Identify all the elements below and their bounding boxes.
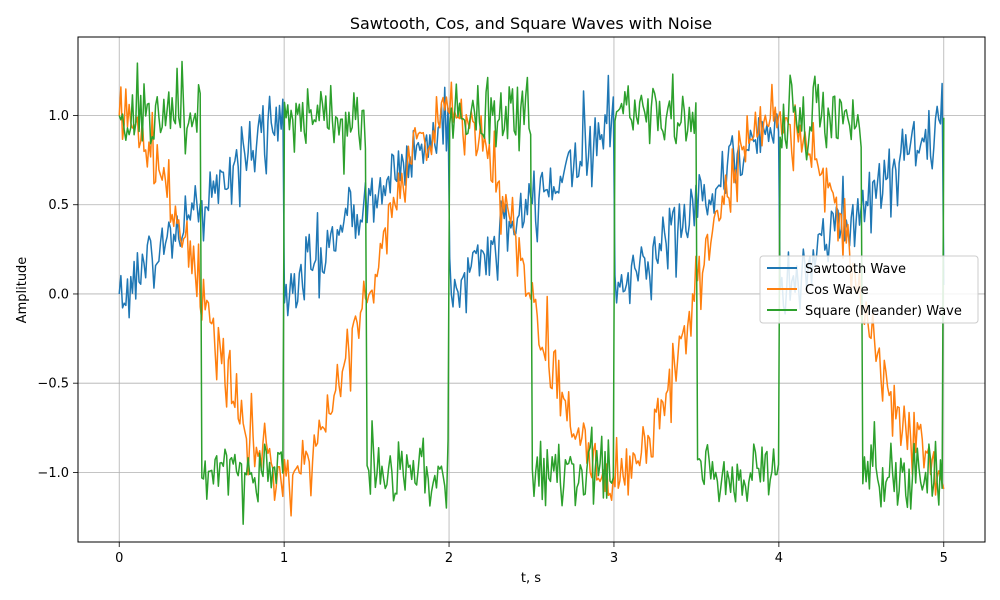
x-tick-label: 5 <box>940 551 948 566</box>
y-axis: −1.0 −0.5 0.0 0.5 1.0 <box>37 109 78 481</box>
x-tick-label: 4 <box>775 551 783 566</box>
x-tick-label: 1 <box>280 551 288 566</box>
plot-frame <box>77 36 986 543</box>
y-tick-label: 0.5 <box>48 198 69 213</box>
y-tick-label: 0.0 <box>48 287 69 302</box>
y-tick-label: −0.5 <box>37 377 69 392</box>
legend: Sawtooth Wave Cos Wave Square (Meander) … <box>759 255 979 324</box>
x-axis: 0 1 2 3 4 5 <box>115 542 948 566</box>
legend-box <box>759 255 979 324</box>
legend-label-cos: Cos Wave <box>805 283 869 298</box>
y-axis-label: Amplitude <box>15 257 30 324</box>
y-tick-label: −1.0 <box>37 466 69 481</box>
x-axis-label: t, s <box>521 571 541 586</box>
chart-title: Sawtooth, Cos, and Square Waves with Noi… <box>350 14 712 33</box>
series-line-square <box>118 60 945 525</box>
y-tick-label: 1.0 <box>48 109 69 124</box>
legend-label-square: Square (Meander) Wave <box>805 304 962 319</box>
legend-label-sawtooth: Sawtooth Wave <box>805 262 906 277</box>
x-tick-label: 0 <box>115 551 123 566</box>
x-tick-label: 2 <box>445 551 453 566</box>
x-tick-label: 3 <box>610 551 618 566</box>
